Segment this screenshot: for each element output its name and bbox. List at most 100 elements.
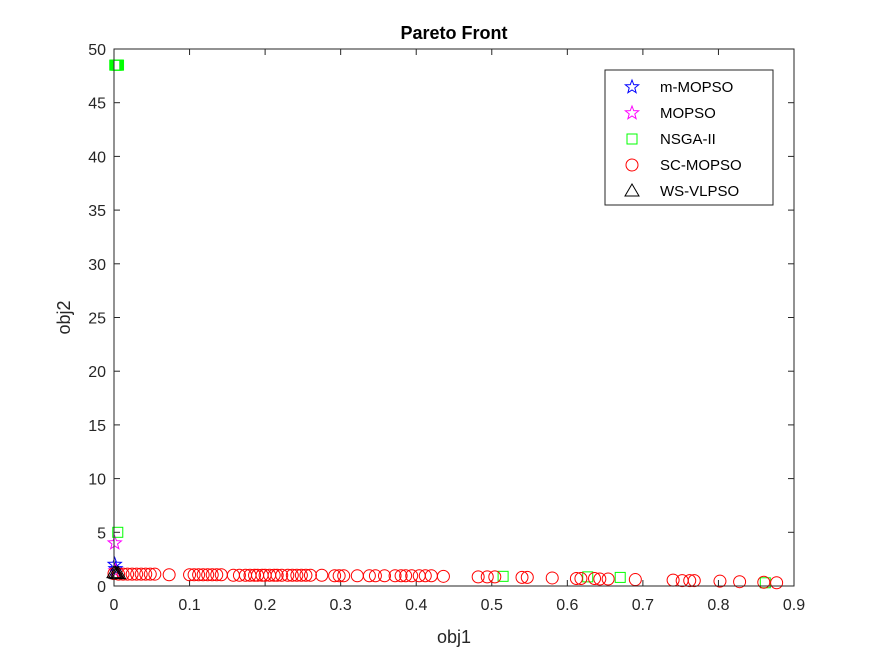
x-tick-label: 0.2 xyxy=(254,597,276,614)
data-point xyxy=(232,568,246,582)
legend-marker xyxy=(625,158,639,172)
data-point xyxy=(148,567,162,581)
data-point xyxy=(270,568,284,582)
data-point xyxy=(112,526,124,538)
legend-label: WS-VLPSO xyxy=(660,183,739,200)
data-point xyxy=(362,569,376,583)
data-point xyxy=(497,570,509,582)
data-point xyxy=(582,571,594,583)
data-point xyxy=(201,568,215,582)
data-point xyxy=(488,570,502,584)
data-points xyxy=(106,59,784,590)
data-point xyxy=(399,569,413,583)
data-point xyxy=(337,569,351,583)
data-point xyxy=(515,570,529,584)
data-point xyxy=(328,569,342,583)
series-nsga-ii xyxy=(109,59,771,589)
y-tick-label: 10 xyxy=(88,472,106,489)
data-point xyxy=(210,568,224,582)
x-tick-label: 0.7 xyxy=(632,597,654,614)
data-point xyxy=(332,569,346,583)
data-point xyxy=(130,567,144,581)
data-point xyxy=(405,569,419,583)
series-sc-mopso xyxy=(107,567,784,590)
legend-marker xyxy=(623,104,641,120)
legend-marker xyxy=(626,133,638,145)
data-point xyxy=(187,568,201,582)
data-point xyxy=(183,568,197,582)
x-tick-label: 0.3 xyxy=(330,597,352,614)
data-point xyxy=(388,569,402,583)
data-point xyxy=(368,569,382,583)
data-point xyxy=(377,569,391,583)
data-point xyxy=(614,571,626,583)
legend-label: m-MOPSO xyxy=(660,79,733,96)
data-point xyxy=(290,568,304,582)
data-point xyxy=(162,568,176,582)
data-point xyxy=(275,568,289,582)
y-axis-ticks: 0 5 10 15 20 25 30 35 40 45 50 xyxy=(88,42,794,596)
legend-entry: WS-VLPSO xyxy=(624,183,739,200)
x-tick-label: 0.1 xyxy=(178,597,200,614)
legend-marker xyxy=(624,183,640,197)
data-point xyxy=(770,576,784,590)
x-tick-label: 0.5 xyxy=(481,597,503,614)
data-point xyxy=(471,570,485,584)
legend: m-MOPSO MOPSO NSGA-II SC-MOPSO WS-VLPSO xyxy=(604,69,774,206)
data-point xyxy=(281,568,295,582)
legend-label: NSGA-II xyxy=(660,131,716,148)
data-point xyxy=(192,568,206,582)
legend-entry: MOPSO xyxy=(623,104,716,122)
data-point xyxy=(134,567,148,581)
data-point xyxy=(545,571,559,585)
data-point xyxy=(418,569,432,583)
data-point xyxy=(683,574,697,588)
data-point xyxy=(303,568,317,582)
data-point xyxy=(733,575,747,589)
data-point xyxy=(116,567,130,581)
y-tick-label: 30 xyxy=(88,257,106,274)
y-tick-label: 15 xyxy=(88,418,106,435)
data-point xyxy=(569,571,583,585)
legend-entry: m-MOPSO xyxy=(623,78,733,96)
data-point xyxy=(294,568,308,582)
data-point xyxy=(574,571,588,585)
data-point xyxy=(713,574,727,588)
data-point xyxy=(601,572,615,586)
x-tick-label: 0.9 xyxy=(783,597,805,614)
data-point xyxy=(143,567,157,581)
data-point xyxy=(588,571,602,585)
x-tick-label: 0.6 xyxy=(556,597,578,614)
x-tick-label: 0.4 xyxy=(405,597,427,614)
data-point xyxy=(125,567,139,581)
data-point xyxy=(315,568,329,582)
legend-label: MOPSO xyxy=(660,105,716,122)
x-tick-label: 0.8 xyxy=(707,597,729,614)
data-point xyxy=(139,567,153,581)
data-point xyxy=(480,570,494,584)
data-point xyxy=(436,569,450,583)
data-point xyxy=(110,565,127,580)
data-point xyxy=(687,574,701,588)
data-point xyxy=(757,575,771,589)
data-point xyxy=(267,568,281,582)
data-point xyxy=(299,568,313,582)
y-axis-label: obj2 xyxy=(54,300,74,334)
y-tick-label: 20 xyxy=(88,364,106,381)
y-tick-label: 25 xyxy=(88,311,106,328)
plot-frame xyxy=(113,48,795,587)
x-tick-label: 0 xyxy=(110,597,119,614)
legend-label: SC-MOPSO xyxy=(660,157,742,174)
y-tick-label: 45 xyxy=(88,96,106,113)
legend-entry: NSGA-II xyxy=(626,131,716,148)
y-tick-label: 50 xyxy=(88,42,106,59)
y-tick-label: 5 xyxy=(97,525,106,542)
y-tick-label: 35 xyxy=(88,203,106,220)
legend-box xyxy=(604,69,774,206)
data-point xyxy=(248,568,262,582)
data-point xyxy=(593,572,607,586)
data-point xyxy=(285,568,299,582)
chart-title: Pareto Front xyxy=(400,23,507,43)
legend-marker xyxy=(623,78,641,94)
